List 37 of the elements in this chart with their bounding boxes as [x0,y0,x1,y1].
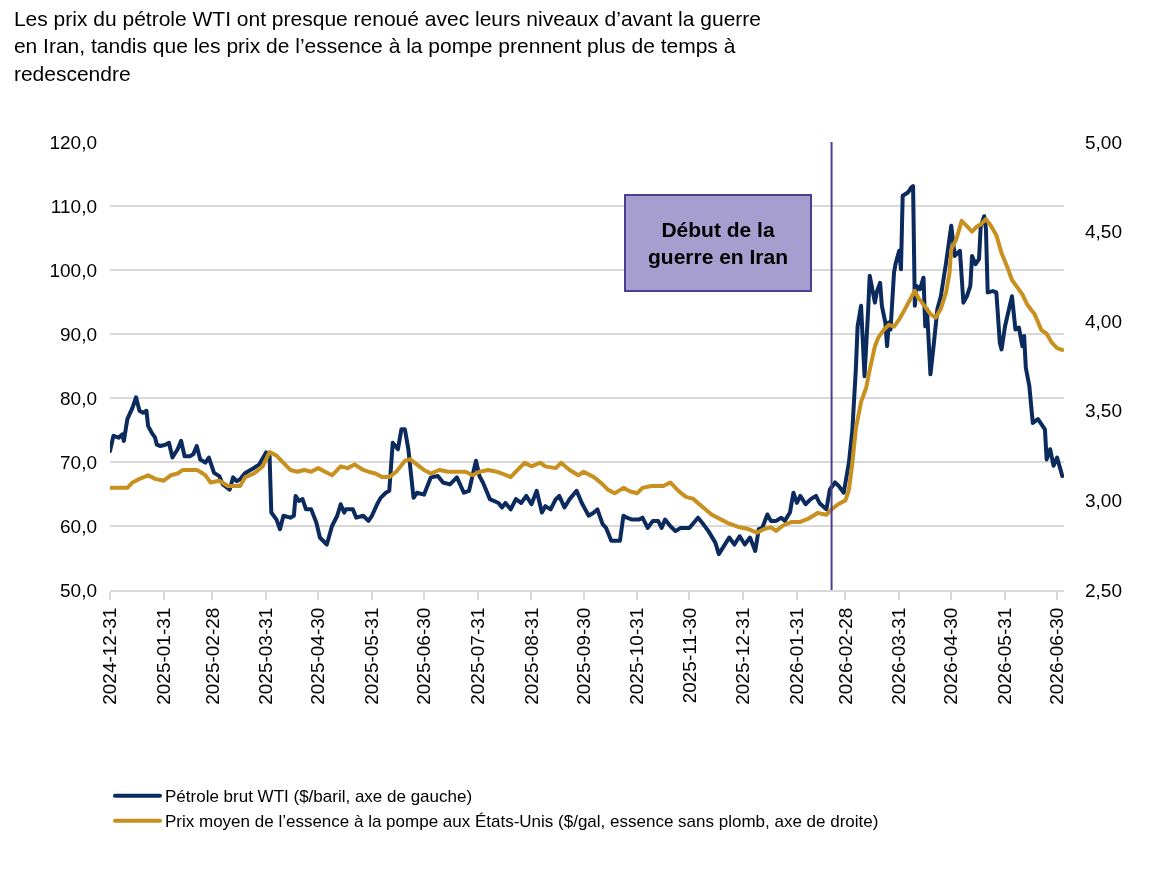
x-tick-label: 2026-03-31 [888,607,910,705]
x-tick-label: 2026-06-30 [1046,607,1068,705]
x-tick-label: 2025-11-30 [678,607,700,704]
y2-tick-label: 4,50 [1085,221,1122,243]
y2-tick-label: 5,00 [1085,131,1122,153]
x-tick-label: 2025-10-31 [626,607,648,705]
x-tick-label: 2024-12-31 [99,607,121,705]
y2-tick-label: 3,00 [1085,490,1122,512]
x-tick-label: 2025-02-28 [201,607,223,705]
ref-line-label: Début de la guerre en Iran [648,218,789,269]
x-tick-label: 2025-07-31 [466,607,488,705]
chart-title: Les prix du pétrole WTI ont presque renoué avec leurs niveaux d’avant la guerre en Iran, tandis que les prix de l’essence à la pompe prennent plus de temps à redescendre [13,7,761,85]
y-tick-label: 100,0 [49,259,97,281]
x-tick-label: 2025-03-31 [255,607,277,705]
x-tick-label: 2025-01-31 [152,607,174,705]
x-tick-label: 2026-01-31 [786,607,808,705]
x-tick-label: 2026-05-31 [994,607,1016,705]
y-tick-label: 50,0 [60,579,97,601]
x-tick-label: 2026-04-30 [940,607,962,705]
y2-tick-label: 3,50 [1085,400,1122,422]
y-tick-label: 110,0 [50,195,97,217]
x-tick-label: 2025-06-30 [413,607,435,705]
y-tick-label: 120,0 [49,131,97,153]
legend-label: Prix moyen de l’essence à la pompe aux États-Unis ($/gal, essence sans plomb, axe de droite) [165,812,879,832]
x-tick-label: 2025-09-30 [572,607,594,705]
x-tick-label: 2025-05-31 [361,607,383,705]
legend-label: Pétrole brut WTI ($/baril, axe de gauche) [165,787,473,807]
y-tick-label: 70,0 [60,451,97,473]
x-tick-label: 2026-02-28 [834,607,856,705]
y-tick-label: 80,0 [60,387,97,409]
x-tick-label: 2025-08-31 [520,607,542,705]
y2-tick-label: 4,00 [1085,310,1122,332]
y2-tick-label: 2,50 [1085,579,1122,601]
y-tick-label: 60,0 [60,515,97,537]
x-tick-label: 2025-12-31 [732,607,754,705]
y-tick-label: 90,0 [60,323,97,345]
x-tick-label: 2025-04-30 [307,607,329,705]
